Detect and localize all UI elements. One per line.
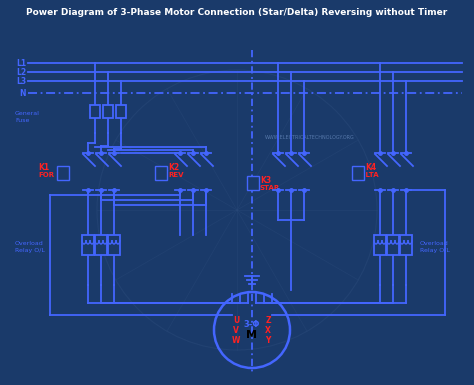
Text: Y: Y [265, 335, 271, 345]
Text: V: V [233, 325, 239, 335]
Bar [82, 235, 94, 255]
Bar [155, 166, 167, 180]
Text: U: U [233, 315, 239, 325]
Bar [103, 105, 113, 118]
Text: Overload
Relay O/L: Overload Relay O/L [420, 241, 450, 253]
Text: STAR: STAR [260, 185, 280, 191]
Text: W: W [232, 335, 240, 345]
Text: REV: REV [168, 172, 183, 178]
Bar [95, 235, 107, 255]
Bar [352, 166, 364, 180]
Bar [108, 235, 120, 255]
Bar [116, 105, 126, 118]
Text: Power Diagram of 3-Phase Motor Connection (Star/Delta) Reversing without Timer: Power Diagram of 3-Phase Motor Connectio… [27, 8, 447, 17]
Text: WWW.ELECTRICALTECHNOLOGY.ORG: WWW.ELECTRICALTECHNOLOGY.ORG [265, 134, 355, 139]
Text: M: M [246, 330, 257, 340]
Text: FOR: FOR [38, 172, 54, 178]
Bar [400, 235, 412, 255]
Text: Overload
Relay O/L: Overload Relay O/L [15, 241, 45, 253]
Text: DELTA: DELTA [355, 172, 379, 178]
Bar [90, 105, 100, 118]
Text: K2: K2 [168, 162, 179, 171]
Text: L2: L2 [16, 67, 26, 77]
Bar [387, 235, 399, 255]
Text: 3-Φ: 3-Φ [244, 320, 260, 328]
Bar [57, 166, 69, 180]
Bar [374, 235, 386, 255]
Bar [247, 176, 259, 190]
Text: Z: Z [265, 315, 271, 325]
Text: K1: K1 [38, 162, 49, 171]
Text: L3: L3 [16, 77, 26, 85]
Text: K4: K4 [365, 162, 376, 171]
Text: L1: L1 [16, 59, 26, 67]
Text: N: N [19, 89, 26, 97]
Text: X: X [265, 325, 271, 335]
Text: General
Fuse: General Fuse [15, 111, 40, 122]
Text: K3: K3 [260, 176, 271, 184]
